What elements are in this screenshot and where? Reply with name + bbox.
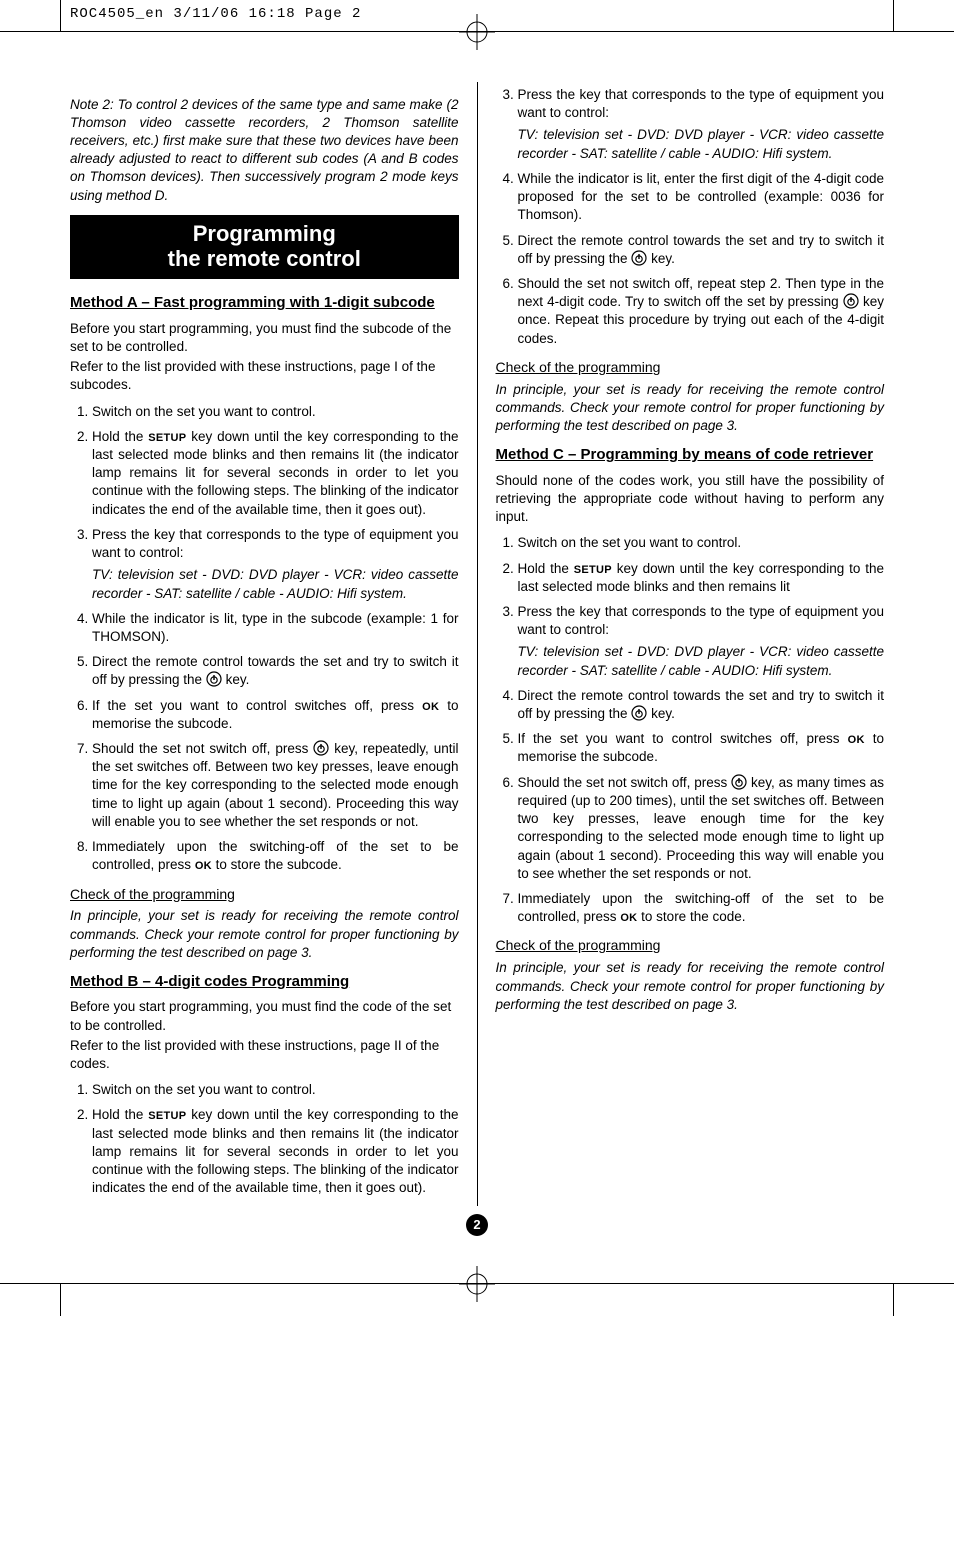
method-b-steps-left: Switch on the set you want to control. H… xyxy=(70,1081,459,1197)
method-b-check-text: In principle, your set is ready for rece… xyxy=(496,381,885,436)
method-c-step-6: Should the set not switch off, press key… xyxy=(518,774,885,883)
page-number-badge: 2 xyxy=(0,1214,954,1236)
power-icon xyxy=(731,774,747,790)
page: ROC4505_en 3/11/06 16:18 Page 2 Note 2: … xyxy=(0,0,954,1376)
method-a-check-title: Check of the programming xyxy=(70,885,459,904)
method-a-steps: Switch on the set you want to control. H… xyxy=(70,403,459,875)
left-column: Note 2: To control 2 devices of the same… xyxy=(70,82,478,1206)
method-a-intro-2: Refer to the list provided with these in… xyxy=(70,358,459,394)
method-a-step-3: Press the key that corresponds to the ty… xyxy=(92,526,459,603)
power-icon xyxy=(206,671,222,687)
power-icon xyxy=(631,705,647,721)
method-c-step-4: Direct the remote control towards the se… xyxy=(518,687,885,723)
method-a-step-8: Immediately upon the switching-off of th… xyxy=(92,838,459,874)
method-a-title: Method A – Fast programming with 1-digit… xyxy=(70,293,459,313)
method-c-step-1: Switch on the set you want to control. xyxy=(518,534,885,552)
method-c-check-text: In principle, your set is ready for rece… xyxy=(496,959,885,1014)
method-a-step-4: While the indicator is lit, type in the … xyxy=(92,610,459,646)
method-c-check-title: Check of the programming xyxy=(496,936,885,955)
power-icon xyxy=(631,250,647,266)
method-b-step-6: Should the set not switch off, repeat st… xyxy=(518,275,885,348)
crop-mark-bottom xyxy=(0,1256,954,1316)
method-a-step-6: If the set you want to control switches … xyxy=(92,697,459,733)
page-number: 2 xyxy=(466,1214,488,1236)
section-banner: Programming the remote control xyxy=(70,215,459,280)
method-c-step-5: If the set you want to control switches … xyxy=(518,730,885,766)
method-a-intro-1: Before you start programming, you must f… xyxy=(70,320,459,356)
method-a-step-2: Hold the SETUP key down until the key co… xyxy=(92,428,459,519)
content-columns: Note 2: To control 2 devices of the same… xyxy=(0,82,954,1206)
method-b-step-1: Switch on the set you want to control. xyxy=(92,1081,459,1099)
registration-mark-top xyxy=(459,14,495,50)
method-b-intro-2: Refer to the list provided with these in… xyxy=(70,1037,459,1073)
method-b-step-4: While the indicator is lit, enter the fi… xyxy=(518,170,885,225)
power-icon xyxy=(313,740,329,756)
method-c-title: Method C – Programming by means of code … xyxy=(496,445,885,465)
method-a-check-text: In principle, your set is ready for rece… xyxy=(70,907,459,962)
method-c-steps: Switch on the set you want to control. H… xyxy=(496,534,885,926)
method-b-step-5: Direct the remote control towards the se… xyxy=(518,232,885,268)
method-a-step-7: Should the set not switch off, press key… xyxy=(92,740,459,831)
power-icon xyxy=(843,293,859,309)
banner-line-2: the remote control xyxy=(74,246,455,271)
crop-mark-top: ROC4505_en 3/11/06 16:18 Page 2 xyxy=(0,0,954,32)
note-2: Note 2: To control 2 devices of the same… xyxy=(70,96,459,205)
method-c-intro: Should none of the codes work, you still… xyxy=(496,472,885,527)
method-b-steps-right: Press the key that corresponds to the ty… xyxy=(496,86,885,348)
right-column: Press the key that corresponds to the ty… xyxy=(478,82,885,1206)
method-a-step-1: Switch on the set you want to control. xyxy=(92,403,459,421)
method-b-check-title: Check of the programming xyxy=(496,358,885,377)
method-c-step-2: Hold the SETUP key down until the key co… xyxy=(518,560,885,596)
method-c-step-3: Press the key that corresponds to the ty… xyxy=(518,603,885,680)
crop-header-text: ROC4505_en 3/11/06 16:18 Page 2 xyxy=(70,6,361,22)
banner-line-1: Programming xyxy=(74,221,455,246)
method-b-title: Method B – 4-digit codes Programming xyxy=(70,972,459,992)
method-b-intro-1: Before you start programming, you must f… xyxy=(70,998,459,1034)
method-a-step-5: Direct the remote control towards the se… xyxy=(92,653,459,689)
method-b-step-3: Press the key that corresponds to the ty… xyxy=(518,86,885,163)
method-c-step-7: Immediately upon the switching-off of th… xyxy=(518,890,885,926)
registration-mark-bottom xyxy=(459,1266,495,1302)
method-b-step-2: Hold the SETUP key down until the key co… xyxy=(92,1106,459,1197)
